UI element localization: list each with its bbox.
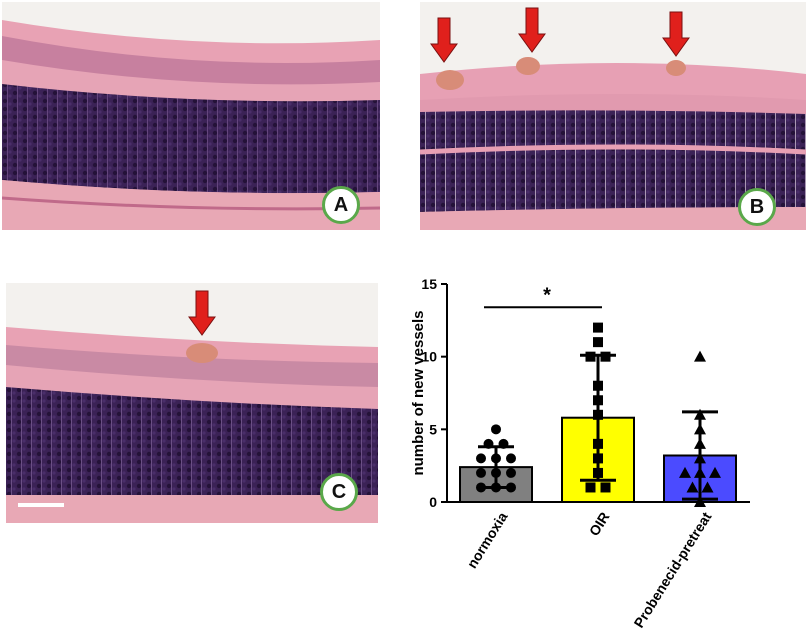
data-point (506, 467, 516, 478)
panel-label-c: C (320, 473, 358, 511)
data-point (491, 482, 501, 493)
significance-marker: * (543, 284, 551, 306)
data-point (694, 408, 706, 420)
arrow-marker-b3 (662, 11, 690, 57)
data-point (694, 466, 706, 478)
histology-panel-b: B (420, 2, 806, 230)
data-point (694, 423, 706, 435)
data-point (593, 337, 603, 348)
y-tick-label: 0 (429, 494, 437, 510)
data-point (701, 481, 714, 493)
data-point (593, 322, 603, 333)
data-point (498, 438, 509, 449)
data-point (694, 350, 706, 362)
data-point (476, 453, 486, 464)
x-tick-label: OIR (586, 509, 613, 539)
arrow-marker-b2 (518, 7, 546, 53)
y-tick-label: 15 (421, 276, 437, 292)
data-point (506, 453, 516, 464)
data-point (686, 481, 699, 493)
retina-image-c (6, 283, 378, 523)
retina-image-b (420, 2, 806, 230)
retina-image-a (2, 2, 380, 230)
data-point (593, 438, 603, 449)
x-tick-label: Probenecid-pretreat (630, 509, 714, 631)
data-point (491, 453, 501, 464)
vessel-count-chart: 0 5 10 15 number of new vessels normoxia OIR Pr… (410, 276, 750, 630)
panel-label-b: B (738, 188, 776, 226)
data-point (593, 380, 603, 391)
plot-area: 0 5 10 15 number of new vessels normoxia OIR Pr… (410, 276, 750, 630)
data-point (585, 482, 596, 493)
data-point (483, 438, 494, 449)
scale-bar (18, 503, 64, 507)
data-point (476, 482, 486, 493)
arrow-marker-b1 (430, 17, 458, 63)
y-tick-label: 10 (421, 349, 437, 365)
x-tick-label: normoxia (464, 509, 511, 571)
data-point (506, 482, 516, 493)
data-point (593, 453, 603, 464)
data-point (600, 482, 611, 493)
data-point (600, 351, 611, 362)
data-point (491, 467, 501, 478)
y-tick-label: 5 (429, 421, 437, 437)
data-point (593, 409, 603, 420)
data-point (694, 437, 706, 449)
data-point (585, 351, 596, 362)
data-point (593, 467, 603, 478)
data-point (679, 466, 691, 478)
panel-label-a: A (322, 186, 360, 224)
arrow-marker-c1 (188, 290, 216, 336)
data-point (593, 395, 603, 406)
data-point (491, 424, 501, 435)
y-axis-label: number of new vessels (410, 310, 427, 475)
histology-panel-c: C (6, 283, 378, 523)
histology-panel-a: A (2, 2, 380, 230)
data-point (694, 496, 706, 507)
data-point (694, 452, 706, 464)
data-point (709, 466, 721, 478)
data-point (476, 467, 486, 478)
